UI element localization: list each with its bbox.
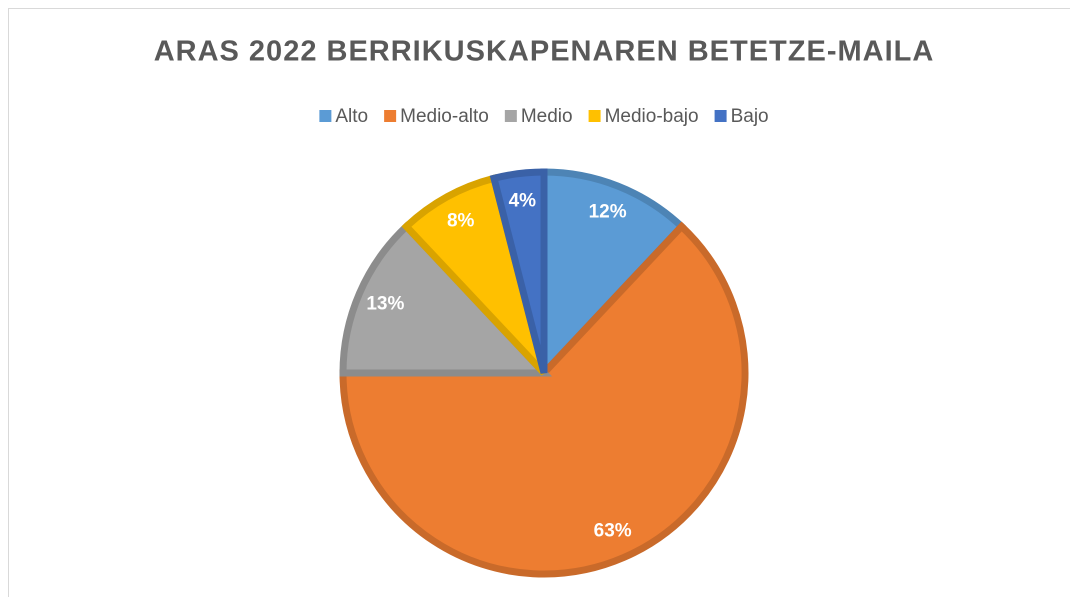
pie-slice [489, 168, 548, 374]
legend-label: Medio-alto [400, 106, 489, 127]
legend-label: Alto [335, 106, 368, 127]
legend-swatch [504, 110, 517, 122]
data-label: 4% [509, 191, 537, 212]
data-label: 12% [589, 201, 627, 222]
pie-slice [339, 221, 553, 377]
legend-swatch [588, 110, 601, 122]
data-label: 8% [447, 211, 475, 232]
pie-slice [540, 168, 687, 382]
legend-swatch [384, 110, 397, 122]
data-label: 63% [594, 521, 632, 542]
legend-label: Bajo [731, 106, 769, 127]
legend-label: Medio-bajo [605, 106, 699, 127]
data-label: 13% [366, 293, 404, 314]
legend-swatch [319, 110, 332, 122]
pie-slice [339, 221, 749, 578]
legend: Alto Medio-alto Medio Medio-bajo Bajo [319, 106, 769, 127]
legend-label: Medio [521, 106, 573, 127]
legend-swatch [714, 110, 727, 122]
chart-title: ARAS 2022 BERRIKUSKAPENAREN BETETZE-MAIL… [154, 36, 935, 68]
